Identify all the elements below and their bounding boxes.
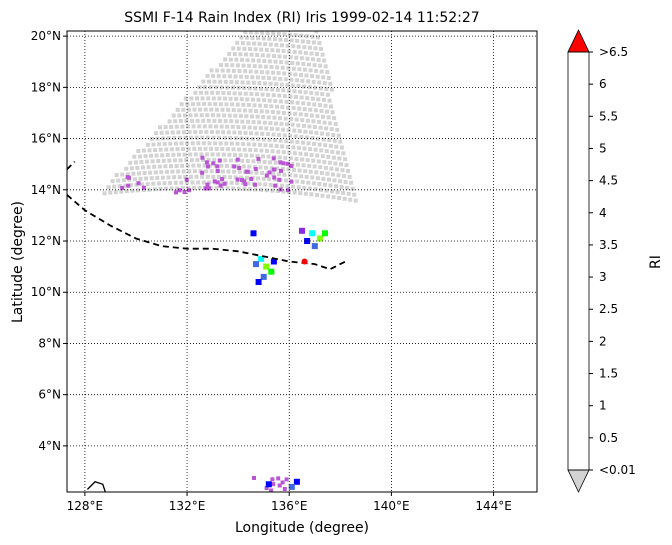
rain-cell [263, 263, 270, 270]
x-tick-label: 140°E [373, 499, 410, 513]
colorbar-tick-label: 1.5 [599, 367, 618, 381]
rain-cell [288, 483, 295, 490]
y-tick-label: 10°N [31, 285, 61, 299]
rain-cell [322, 230, 328, 237]
storm-track [67, 194, 346, 271]
colorbar-tick-label: 2.5 [599, 302, 618, 316]
rain-cell [309, 230, 316, 237]
colorbar-tick-label: 4 [599, 206, 607, 220]
colorbar-tick-label: 5 [599, 141, 607, 155]
rain-cell [253, 261, 259, 268]
y-axis-label: Latitude (degree) [10, 201, 26, 323]
y-tick-label: 16°N [31, 132, 61, 146]
track-layer [67, 160, 346, 492]
colorbar-frame [567, 51, 590, 471]
storm-track-fragment [67, 160, 76, 170]
colorbar-tick-label: 6 [599, 77, 607, 91]
colorbar-tick-label: 2 [599, 334, 607, 348]
plot-frame [66, 30, 538, 493]
coastline [86, 481, 106, 492]
rain-cell [299, 227, 305, 234]
storm-position-marker [301, 258, 308, 265]
rain-cell [258, 255, 265, 262]
y-tick-label: 4°N [38, 439, 61, 453]
colorbar-tick-label: 0.5 [599, 431, 618, 445]
x-tick-label: 136°E [271, 499, 308, 513]
rain-cell [250, 230, 257, 237]
colorbar-tick-label: 3 [599, 270, 607, 284]
rain-cell [260, 273, 267, 280]
y-tick-label: 8°N [38, 336, 61, 350]
colorbar-tick-label: 3.5 [599, 238, 618, 252]
rain-cell [311, 243, 318, 250]
x-tick-label: 132°E [169, 499, 206, 513]
swath-pixels [102, 31, 358, 203]
swath-layer [102, 31, 358, 203]
y-tick-label: 14°N [31, 183, 61, 197]
grid-layer [67, 31, 537, 492]
chart-title: SSMI F-14 Rain Index (RI) Iris 1999-02-1… [124, 10, 479, 26]
colorbar-tick-label: 4.5 [599, 174, 618, 188]
colorbar-under-triangle [567, 469, 590, 493]
rain-cell [293, 478, 300, 485]
colorbar-tick-label: >6.5 [599, 45, 628, 59]
rain-cell [270, 258, 277, 265]
rain-cell [255, 279, 262, 285]
rain-cell [268, 268, 275, 275]
rain-cell [316, 235, 323, 242]
rain-layer [120, 155, 328, 492]
colorbar-tick-label: 5.5 [599, 109, 618, 123]
colorbar-tick-label: <0.01 [599, 463, 636, 477]
x-axis-label: Longitude (degree) [235, 520, 369, 536]
light-rain-pixels [120, 155, 294, 492]
rain-cell [265, 481, 272, 488]
colorbar-over-triangle [567, 29, 590, 53]
colorbar-tick-label: 1 [599, 399, 607, 413]
y-tick-label: 18°N [31, 80, 61, 94]
x-tick-label: 128°E [67, 499, 104, 513]
colorbar: <0.01 0.5 1 1.5 2 2.5 3 3.5 4 4.5 5 5.5 6 >6.5 [567, 29, 636, 493]
x-tick-label: 144°E [475, 499, 512, 513]
y-tick-label: 12°N [31, 234, 61, 248]
colorbar-label: RI [648, 255, 664, 269]
axes-layer: 128°E 132°E 136°E 140°E 144°E 4°N 6°N 8°N 10°N 12… [31, 29, 538, 513]
y-tick-label: 6°N [38, 388, 61, 402]
y-tick-label: 20°N [31, 29, 61, 43]
